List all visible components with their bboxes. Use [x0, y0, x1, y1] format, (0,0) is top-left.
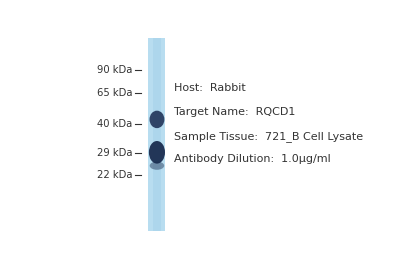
Ellipse shape: [150, 162, 164, 170]
Text: 29 kDa: 29 kDa: [97, 148, 132, 158]
Text: Antibody Dilution:  1.0μg/ml: Antibody Dilution: 1.0μg/ml: [174, 154, 331, 164]
Ellipse shape: [150, 111, 164, 128]
Text: Sample Tissue:  721_B Cell Lysate: Sample Tissue: 721_B Cell Lysate: [174, 131, 363, 142]
Text: 65 kDa: 65 kDa: [97, 88, 132, 98]
Ellipse shape: [149, 141, 165, 164]
Text: 90 kDa: 90 kDa: [97, 65, 132, 75]
Text: Target Name:  RQCD1: Target Name: RQCD1: [174, 107, 295, 117]
Text: 22 kDa: 22 kDa: [97, 170, 132, 180]
FancyBboxPatch shape: [148, 38, 166, 231]
Text: 40 kDa: 40 kDa: [97, 119, 132, 128]
Text: Host:  Rabbit: Host: Rabbit: [174, 83, 246, 93]
FancyBboxPatch shape: [153, 38, 161, 231]
